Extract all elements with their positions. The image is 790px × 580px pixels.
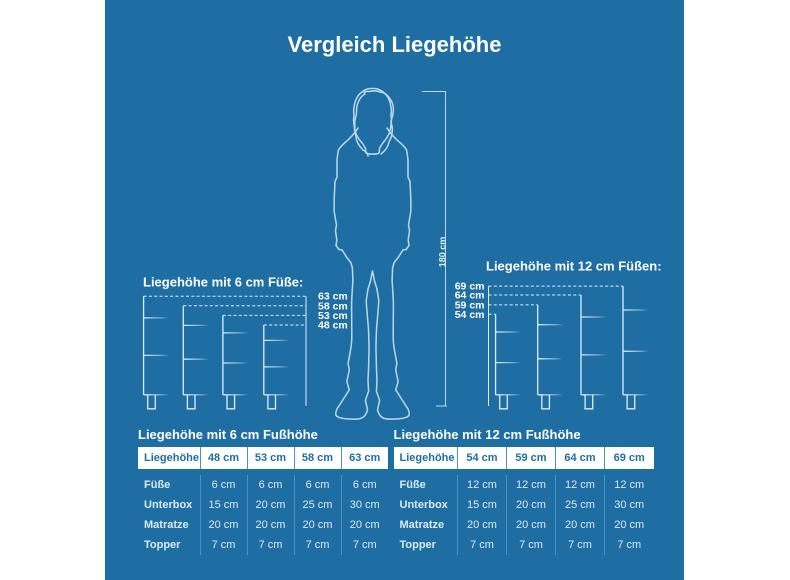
svg-text:48 cm: 48 cm [318, 320, 348, 332]
svg-text:Liegehöhe mit 12 cm Füßen:: Liegehöhe mit 12 cm Füßen: [486, 259, 662, 274]
svg-text:180 cm: 180 cm [438, 237, 448, 268]
svg-text:69 cm: 69 cm [455, 281, 485, 293]
svg-text:Liegehöhe mit 6 cm Füße:: Liegehöhe mit 6 cm Füße: [143, 275, 303, 290]
